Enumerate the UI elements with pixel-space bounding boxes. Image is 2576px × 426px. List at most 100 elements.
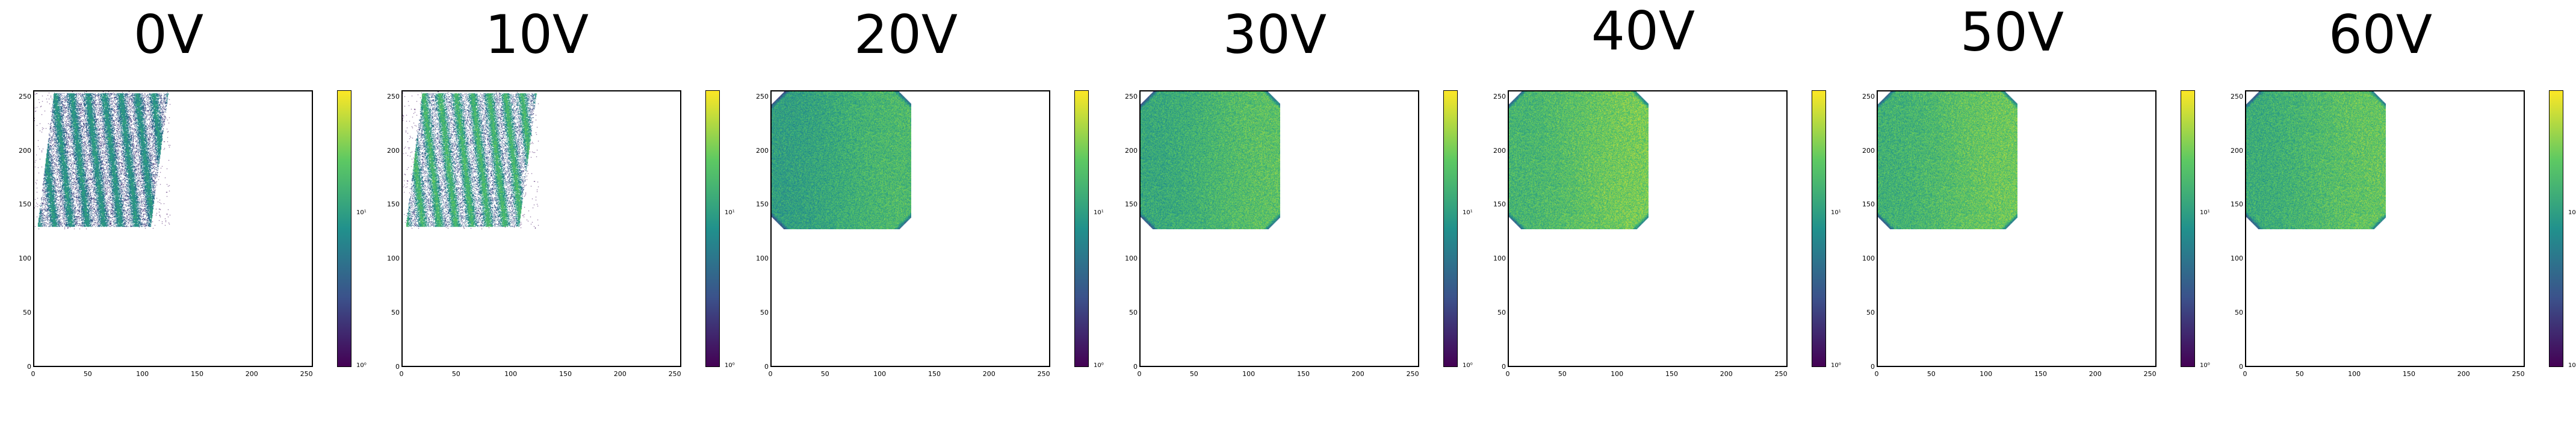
colorbar-tick-label: 10¹	[1094, 209, 1104, 216]
y-tick-label: 50	[1497, 309, 1506, 317]
x-tick-label: 250	[2512, 370, 2525, 378]
y-tick-label: 250	[19, 92, 31, 100]
x-tick-label: 50	[1189, 370, 1198, 378]
y-tick-label: 150	[2231, 200, 2243, 209]
panel-title: 20V	[853, 4, 958, 66]
x-tick-label: 200	[2457, 370, 2470, 378]
colorbar	[1443, 90, 1458, 367]
colorbar	[2549, 90, 2563, 367]
colorbar-tick-label: 10¹	[1831, 209, 1841, 216]
x-tick-label: 50	[451, 370, 460, 378]
x-tick-label: 200	[1351, 370, 1364, 378]
panel-title: 40V	[1591, 0, 1695, 62]
y-tick-label: 250	[2231, 92, 2243, 100]
x-tick-label: 150	[2402, 370, 2415, 378]
heatmap-panel: 30V 0 50 100 150 200 250 0 50 100 150 200 250 10¹ 10⁰	[1106, 0, 1473, 426]
x-tick-label: 200	[1720, 370, 1733, 378]
colorbar-tick-label: 10¹	[725, 209, 735, 216]
y-tick-label: 50	[760, 309, 769, 317]
heatmap-panel: 10V 0 50 100 150 200 250 0 50 100 150 200 250 10¹ 10⁰	[368, 0, 735, 426]
x-tick-label: 250	[1774, 370, 1788, 378]
x-tick-label: 200	[2088, 370, 2102, 378]
y-tick-label: 100	[1125, 255, 1138, 263]
plot-area	[33, 90, 313, 367]
x-tick-label: 200	[613, 370, 627, 378]
x-tick-label: 150	[2034, 370, 2047, 378]
colorbar	[2181, 90, 2195, 367]
y-tick-label: 150	[1862, 200, 1875, 209]
y-tick-label: 100	[756, 255, 769, 263]
heatmap-panel: 50V 0 50 100 150 200 250 0 50 100 150 200 250 10¹ 10⁰	[1844, 0, 2211, 426]
heatmap-panel: 0V 0 50 100 150 200 250 0 50 100 150 200 250 10¹ 10⁰	[0, 0, 367, 426]
heatmap-image	[772, 91, 911, 229]
y-tick-label: 150	[1125, 200, 1138, 209]
panel-title: 30V	[1222, 4, 1327, 66]
plot-area	[401, 90, 681, 367]
y-tick-label: 0	[395, 363, 400, 371]
plot-area	[2245, 90, 2525, 367]
heatmap-image	[403, 91, 542, 229]
y-tick-label: 50	[23, 309, 31, 317]
x-tick-label: 100	[504, 370, 518, 378]
y-tick-label: 200	[2231, 146, 2243, 155]
y-tick-label: 200	[19, 146, 31, 155]
colorbar-tick-label: 10⁰	[1831, 362, 1841, 369]
x-tick-label: 100	[2348, 370, 2361, 378]
plot-area	[770, 90, 1050, 367]
x-tick-label: 150	[559, 370, 572, 378]
colorbar-tick-label: 10⁰	[2568, 362, 2576, 369]
colorbar	[1812, 90, 1826, 367]
panel-title: 10V	[485, 4, 589, 66]
y-tick-label: 150	[19, 200, 31, 209]
x-tick-label: 50	[83, 370, 92, 378]
heatmap-image	[2246, 91, 2386, 229]
colorbar-tick-label: 10⁰	[356, 362, 367, 369]
heatmap-image	[1878, 91, 2017, 229]
x-tick-label: 150	[1296, 370, 1310, 378]
y-tick-label: 100	[19, 255, 31, 263]
y-tick-label: 0	[1133, 363, 1138, 371]
y-tick-label: 0	[27, 363, 31, 371]
y-tick-label: 50	[2235, 309, 2243, 317]
x-tick-label: 250	[668, 370, 681, 378]
y-tick-label: 250	[1862, 92, 1875, 100]
plot-area	[1508, 90, 1788, 367]
panel-title: 0V	[133, 4, 204, 66]
y-tick-label: 150	[756, 200, 769, 209]
y-tick-label: 0	[1871, 363, 1875, 371]
x-tick-label: 0	[1137, 370, 1142, 378]
plot-area	[1877, 90, 2156, 367]
x-tick-label: 50	[2295, 370, 2304, 378]
x-tick-label: 0	[399, 370, 404, 378]
y-tick-label: 50	[1129, 309, 1138, 317]
colorbar-tick-label: 10¹	[2568, 209, 2576, 216]
y-tick-label: 100	[1493, 255, 1506, 263]
x-tick-label: 150	[190, 370, 203, 378]
y-tick-label: 200	[1125, 146, 1138, 155]
colorbar-tick-label: 10⁰	[1463, 362, 1473, 369]
colorbar	[1074, 90, 1089, 367]
colorbar-tick-label: 10⁰	[1094, 362, 1104, 369]
x-tick-label: 50	[820, 370, 829, 378]
x-tick-label: 0	[768, 370, 773, 378]
heatmap-image	[34, 91, 174, 229]
colorbar-tick-label: 10¹	[2200, 209, 2210, 216]
colorbar-tick-label: 10¹	[356, 209, 367, 216]
heatmap-image	[1141, 91, 1280, 229]
y-tick-label: 250	[387, 92, 400, 100]
y-tick-label: 250	[756, 92, 769, 100]
colorbar-tick-label: 10⁰	[725, 362, 735, 369]
y-tick-label: 100	[1862, 255, 1875, 263]
y-tick-label: 200	[387, 146, 400, 155]
colorbar-tick-label: 10⁰	[2200, 362, 2210, 369]
panel-title: 50V	[1960, 1, 2064, 63]
x-tick-label: 250	[2143, 370, 2156, 378]
y-tick-label: 100	[387, 255, 400, 263]
x-tick-label: 250	[1406, 370, 1419, 378]
y-tick-label: 150	[1493, 200, 1506, 209]
x-tick-label: 100	[1611, 370, 1624, 378]
x-tick-label: 100	[1242, 370, 1255, 378]
y-tick-label: 200	[1493, 146, 1506, 155]
y-tick-label: 200	[756, 146, 769, 155]
x-tick-label: 0	[2243, 370, 2247, 378]
